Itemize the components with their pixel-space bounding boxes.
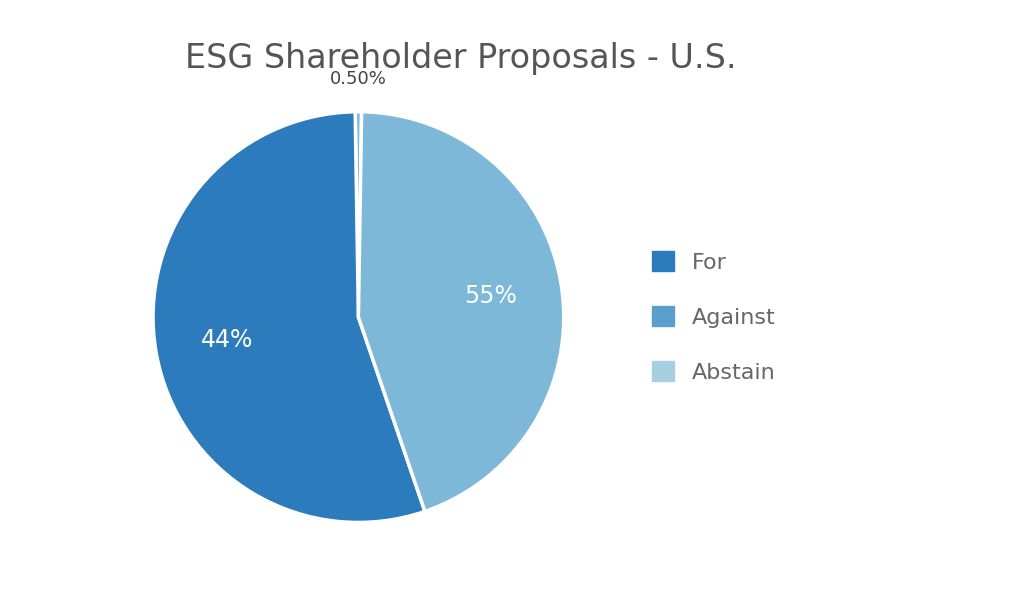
Legend: For, Against, Abstain: For, Against, Abstain (652, 251, 775, 383)
Text: 44%: 44% (201, 328, 253, 352)
Text: 55%: 55% (464, 284, 517, 308)
Wedge shape (355, 112, 361, 317)
Wedge shape (153, 112, 425, 522)
Wedge shape (358, 112, 564, 512)
Text: ESG Shareholder Proposals - U.S.: ESG Shareholder Proposals - U.S. (185, 42, 736, 76)
Text: 0.50%: 0.50% (330, 70, 387, 88)
